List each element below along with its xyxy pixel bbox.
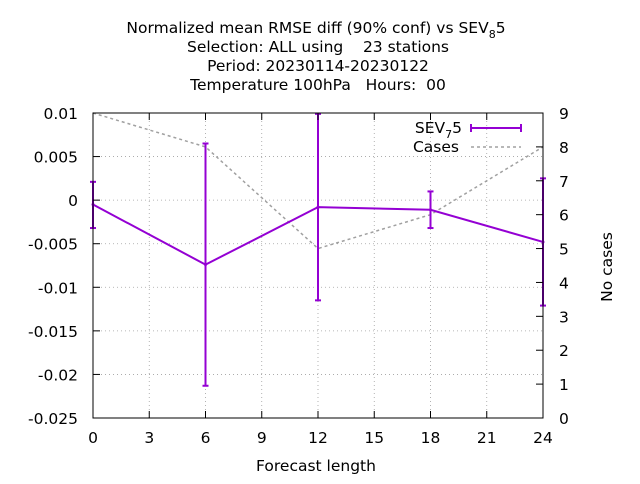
title-line-2: Selection: ALL using 23 stations <box>187 38 449 56</box>
series-layer <box>90 112 546 387</box>
x-tick-label: 0 <box>88 429 98 447</box>
title-line-1: Normalized mean RMSE diff (90% conf) vs … <box>126 19 505 41</box>
x-tick-label: 6 <box>201 429 211 447</box>
data-point <box>316 205 320 209</box>
y2-tick-label: 2 <box>559 342 569 360</box>
cases-line <box>92 112 544 250</box>
x-tick-label: 9 <box>257 429 267 447</box>
y-tick-label: -0.025 <box>28 410 78 428</box>
x-tick-label: 15 <box>364 429 384 447</box>
y2-tick-label: 8 <box>559 139 569 157</box>
x-tick-label: 3 <box>144 429 154 447</box>
y2-tick-label: 0 <box>559 410 569 428</box>
x-tick-label: 18 <box>421 429 441 447</box>
cases-layer <box>92 112 544 250</box>
x-tick-label: 12 <box>308 429 328 447</box>
title-line-1-suffix: 5 <box>496 19 506 37</box>
title-line-3: Period: 20230114-20230122 <box>207 57 429 75</box>
legend: SEV75 Cases <box>413 119 522 156</box>
y2-tick-label: 3 <box>559 308 569 326</box>
title-line-4: Temperature 100hPa Hours: 00 <box>189 76 446 94</box>
y-tick-label: 0 <box>68 192 78 210</box>
chart-title: Normalized mean RMSE diff (90% conf) vs … <box>126 19 505 94</box>
y2-tick-label: 7 <box>559 173 569 191</box>
y2-tick-label: 6 <box>559 207 569 225</box>
y-tick-label: -0.005 <box>28 236 78 254</box>
data-point <box>204 263 207 267</box>
y2-axis-label: No cases <box>598 232 616 302</box>
y-tick-label: 0.005 <box>34 149 78 167</box>
y-tick-label: -0.015 <box>28 323 78 341</box>
y2-tick-label: 9 <box>559 105 569 123</box>
title-line-1-subscript: 8 <box>489 28 496 41</box>
data-point <box>429 208 432 212</box>
x-tick-label: 21 <box>477 429 497 447</box>
title-line-1-prefix: Normalized mean RMSE diff (90% conf) vs … <box>126 19 489 37</box>
legend-label-cases: Cases <box>413 138 459 156</box>
legend-series-suffix: 5 <box>452 119 462 137</box>
y-tick-label: -0.01 <box>38 279 78 297</box>
y2-tick-label: 1 <box>559 376 569 394</box>
legend-label-series: SEV75 <box>415 119 462 141</box>
axis-ticks: 0 3 6 9 12 15 18 21 240.010.0050-0.005-0.01-0.01… <box>28 105 569 447</box>
y2-tick-label: 5 <box>559 241 569 259</box>
x-axis-label: Forecast length <box>256 457 376 475</box>
x-tick-label: 24 <box>533 429 553 447</box>
y-tick-label: 0.01 <box>43 105 78 123</box>
legend-series-subscript: 7 <box>445 128 452 141</box>
y-tick-label: -0.02 <box>38 366 78 384</box>
y2-tick-label: 4 <box>559 274 569 292</box>
legend-series-prefix: SEV <box>415 119 446 137</box>
